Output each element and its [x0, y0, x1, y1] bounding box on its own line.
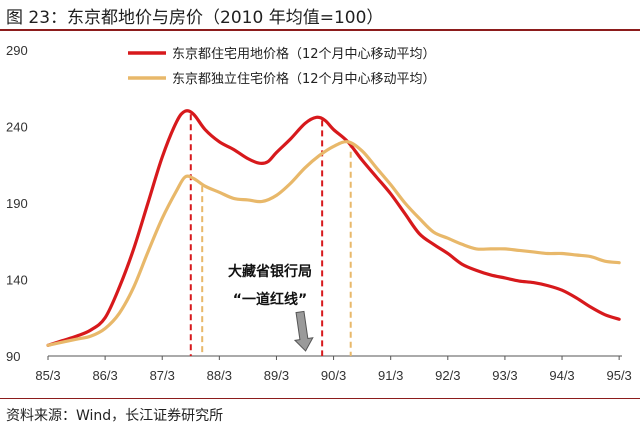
chart-title: 图 23：东京都地价与房价（2010 年均值=100）	[6, 8, 384, 28]
arrow-shape	[293, 310, 314, 352]
title-rule	[0, 29, 640, 31]
x-tick-label: 91/3	[378, 368, 403, 383]
annotation-arrow	[293, 310, 314, 352]
series-line-land-price	[46, 109, 621, 347]
annotation-line1: 大藏省银行局	[228, 263, 312, 280]
x-tick-label: 92/3	[435, 368, 460, 383]
chart-axes: 90 140 190 240 290 85/3 86/3 87/3 88/3 89/3 90/3 91…	[6, 43, 632, 383]
chart-canvas: 90 140 190 240 290 85/3 86/3 87/3 88/3 89/3 90/3 91…	[6, 43, 632, 383]
series-lines	[46, 109, 621, 347]
x-tick-label: 90/3	[321, 368, 346, 383]
x-tick-label: 85/3	[35, 368, 60, 383]
series-line-house-price	[46, 140, 621, 347]
source-note: 资料来源：Wind，长江证券研究所	[6, 408, 224, 424]
y-tick-label: 140	[6, 273, 28, 288]
legend: 东京都住宅用地价格（12个月中心移动平均） 东京都独立住宅价格（12个月中心移动平…	[128, 46, 436, 87]
x-tick-label: 88/3	[207, 368, 232, 383]
annotation-line2: “一道红线”	[233, 291, 307, 308]
x-tick-label: 95/3	[606, 368, 631, 383]
x-tick-label: 87/3	[150, 368, 175, 383]
y-tick-label: 90	[6, 349, 20, 364]
legend-label-house-price: 东京都独立住宅价格（12个月中心移动平均）	[172, 71, 436, 87]
legend-label-land-price: 东京都住宅用地价格（12个月中心移动平均）	[172, 46, 436, 62]
y-tick-label: 240	[6, 120, 28, 135]
policy-annotation: 大藏省银行局 “一道红线”	[228, 263, 314, 352]
x-tick-label: 93/3	[492, 368, 517, 383]
footer-rule	[0, 398, 640, 399]
reference-lines	[189, 114, 352, 356]
y-tick-label: 190	[6, 196, 28, 211]
x-tick-label: 86/3	[92, 368, 117, 383]
x-tick-label: 94/3	[549, 368, 574, 383]
x-tick-label: 89/3	[264, 368, 289, 383]
y-tick-label: 290	[6, 43, 28, 58]
